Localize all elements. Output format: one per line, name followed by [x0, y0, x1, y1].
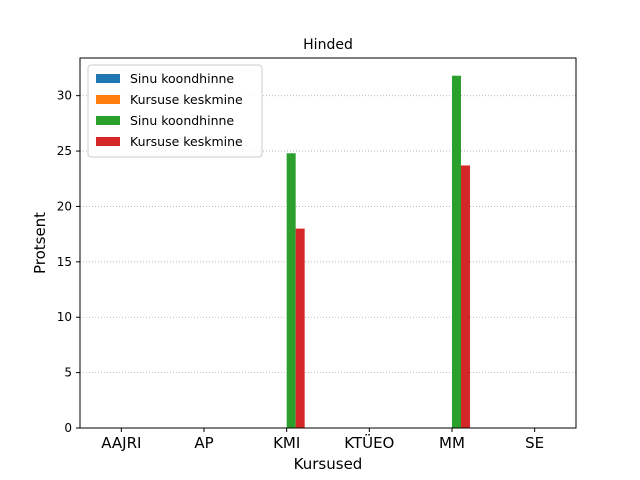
bar [461, 165, 470, 429]
y-tick-label: 15 [57, 255, 72, 269]
legend-label: Kursuse keskmine [130, 92, 243, 107]
y-tick-label: 0 [64, 421, 72, 435]
x-axis: AAJRI AP KMI KTÜEO MM SE [101, 428, 544, 452]
legend-label: Sinu koondhinne [130, 71, 234, 86]
bar [286, 153, 296, 428]
legend: Sinu koondhinne Kursuse keskmine Sinu koon… [87, 64, 263, 158]
y-tick-label: 5 [64, 366, 72, 380]
y-tick-label: 30 [57, 89, 72, 103]
x-tick-label: AP [194, 434, 213, 452]
y-axis: 0 5 10 15 20 25 30 [57, 89, 80, 435]
legend-box [87, 64, 263, 158]
legend-label: Sinu koondhinne [130, 113, 234, 128]
legend-swatch [96, 137, 120, 146]
y-tick-label: 25 [57, 144, 72, 158]
legend-label: Kursuse keskmine [130, 134, 243, 149]
legend-swatch [96, 95, 120, 104]
legend-swatch [96, 116, 120, 125]
y-axis-label: Protsent [31, 212, 49, 274]
chart-title: Hinded [303, 37, 353, 53]
x-tick-label: AAJRI [101, 434, 141, 452]
bars-group [286, 75, 470, 429]
legend-swatch [96, 74, 120, 83]
bar [452, 75, 461, 428]
bar [295, 228, 305, 428]
y-tick-label: 10 [57, 310, 72, 324]
x-tick-label: MM [439, 434, 465, 452]
x-axis-label: Kursused [294, 455, 363, 473]
x-tick-label: SE [525, 434, 544, 452]
y-tick-label: 20 [57, 199, 72, 213]
x-tick-label: KMI [273, 434, 300, 452]
x-tick-label: KTÜEO [344, 433, 394, 452]
plot-frame [79, 57, 577, 429]
